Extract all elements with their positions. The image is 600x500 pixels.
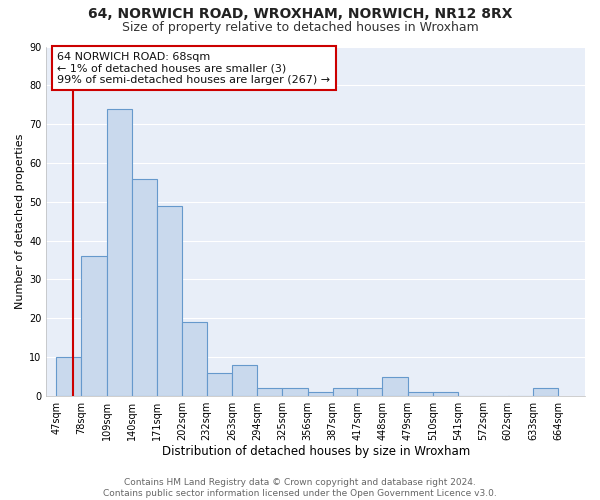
Bar [333, 388, 358, 396]
Bar [407, 392, 433, 396]
Bar [283, 388, 308, 396]
Text: Contains HM Land Registry data © Crown copyright and database right 2024.
Contai: Contains HM Land Registry data © Crown c… [103, 478, 497, 498]
Bar [533, 388, 558, 396]
Bar [157, 206, 182, 396]
Bar [382, 376, 407, 396]
Bar [56, 357, 82, 396]
X-axis label: Distribution of detached houses by size in Wroxham: Distribution of detached houses by size … [161, 444, 470, 458]
Text: Size of property relative to detached houses in Wroxham: Size of property relative to detached ho… [122, 21, 478, 34]
Bar [107, 108, 132, 396]
Bar [206, 372, 232, 396]
Bar [308, 392, 333, 396]
Y-axis label: Number of detached properties: Number of detached properties [15, 134, 25, 309]
Text: 64, NORWICH ROAD, WROXHAM, NORWICH, NR12 8RX: 64, NORWICH ROAD, WROXHAM, NORWICH, NR12… [88, 8, 512, 22]
Bar [232, 365, 257, 396]
Bar [82, 256, 107, 396]
Text: 64 NORWICH ROAD: 68sqm
← 1% of detached houses are smaller (3)
99% of semi-detac: 64 NORWICH ROAD: 68sqm ← 1% of detached … [57, 52, 330, 85]
Bar [257, 388, 283, 396]
Bar [132, 178, 157, 396]
Bar [433, 392, 458, 396]
Bar [357, 388, 382, 396]
Bar [182, 322, 208, 396]
